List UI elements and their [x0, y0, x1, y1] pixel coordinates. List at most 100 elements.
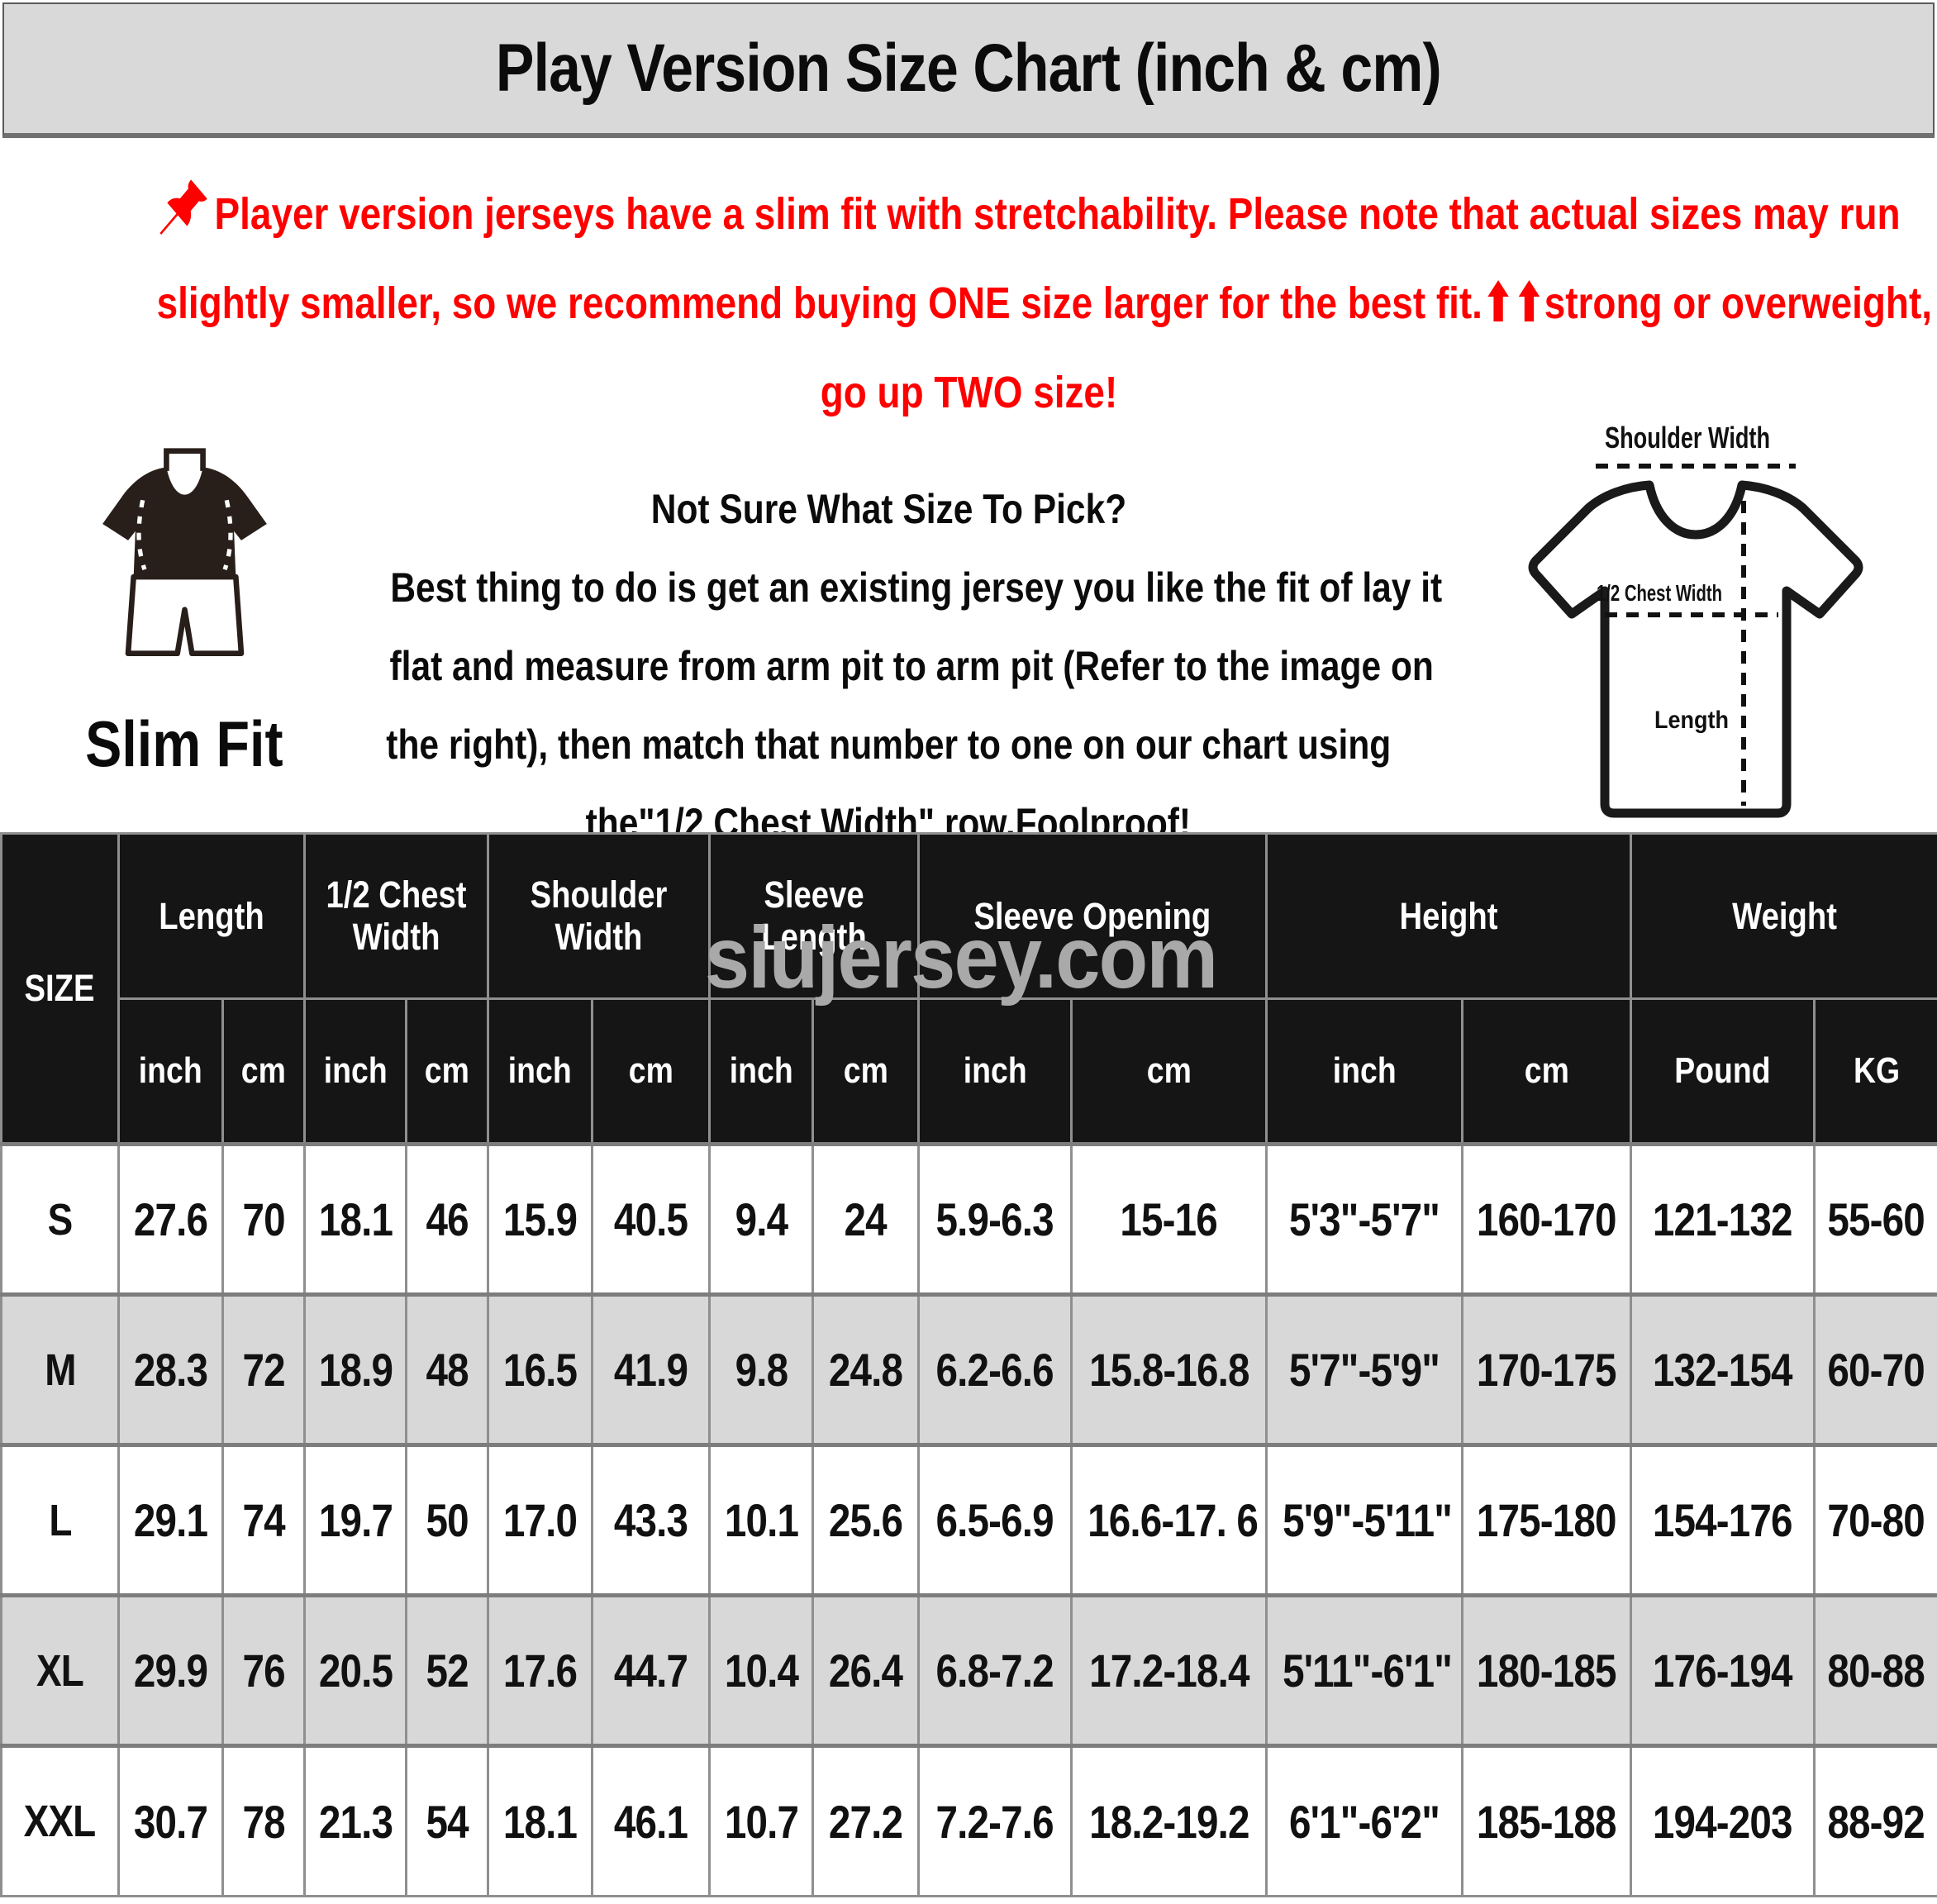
value-cell: 74: [223, 1445, 305, 1596]
value-cell: 121-132: [1631, 1145, 1815, 1295]
value-cell: 18.2-19.2: [1072, 1746, 1267, 1897]
value-cell: 154-176: [1631, 1445, 1815, 1596]
value-cell: 18.1: [488, 1746, 593, 1897]
value-cell: 6.8-7.2: [919, 1596, 1072, 1746]
unit-label: inch: [488, 999, 593, 1145]
value-cell: 60-70: [1815, 1295, 1937, 1445]
value-cell: 55-60: [1815, 1145, 1937, 1295]
size-chart-table: SIZE Length 1/2 Chest Width Shoulder Wid…: [0, 832, 1937, 1897]
value-cell: 9.8: [710, 1295, 813, 1445]
value-cell: 160-170: [1463, 1145, 1631, 1295]
size-cell: XL: [2, 1596, 119, 1746]
value-cell: 194-203: [1631, 1746, 1815, 1897]
value-cell: 7.2-7.6: [919, 1746, 1072, 1897]
value-cell: 30.7: [119, 1746, 223, 1897]
value-cell: 76: [223, 1596, 305, 1746]
size-cell: XXL: [2, 1746, 119, 1897]
unit-label: cm: [1072, 999, 1267, 1145]
value-cell: 6.5-6.9: [919, 1445, 1072, 1596]
notice-line-1-text: Player version jerseys have a slim fit w…: [215, 189, 1901, 239]
guide-line-2: Best thing to do is get an existing jers…: [297, 549, 1479, 627]
value-cell: 27.6: [119, 1145, 223, 1295]
diagram-length-label: Length: [1654, 707, 1729, 734]
value-cell: 17.6: [488, 1596, 593, 1746]
value-cell: 78: [223, 1746, 305, 1897]
notice-line-2-text-a: slightly smaller, so we recommend buying…: [157, 278, 1482, 328]
unit-label: inch: [1267, 999, 1463, 1145]
value-cell: 19.7: [305, 1445, 407, 1596]
value-cell: 185-188: [1463, 1746, 1631, 1897]
table-row: XL 29.9 76 20.5 52 17.6 44.7 10.4 26.4 6…: [2, 1596, 1937, 1746]
value-cell: 21.3: [305, 1746, 407, 1897]
value-cell: 28.3: [119, 1295, 223, 1445]
table-row: L 29.1 74 19.7 50 17.0 43.3 10.1 25.6 6.…: [2, 1445, 1937, 1596]
value-cell: 17.0: [488, 1445, 593, 1596]
table-row: M 28.3 72 18.9 48 16.5 41.9 9.8 24.8 6.2…: [2, 1295, 1937, 1445]
value-cell: 15.8-16.8: [1072, 1295, 1267, 1445]
value-cell: 70: [223, 1145, 305, 1295]
value-cell: 17.2-18.4: [1072, 1596, 1267, 1746]
notice-text: Player version jerseys have a slim fit w…: [0, 138, 1937, 437]
value-cell: 5'7"-5'9": [1267, 1295, 1463, 1445]
value-cell: 9.4: [710, 1145, 813, 1295]
guide-line-1: Not Sure What Size To Pick?: [297, 470, 1479, 549]
value-cell: 132-154: [1631, 1295, 1815, 1445]
value-cell: 5.9-6.3: [919, 1145, 1072, 1295]
tshirt-measure-diagram: Shoulder Width 1/2 Chest Width Length: [1479, 414, 1932, 831]
value-cell: 26.4: [813, 1596, 919, 1746]
value-cell: 5'9"-5'11": [1267, 1445, 1463, 1596]
value-cell: 175-180: [1463, 1445, 1631, 1596]
value-cell: 6.2-6.6: [919, 1295, 1072, 1445]
col-group-sleeve-opening: Sleeve Opening: [919, 834, 1267, 999]
table-header-units: inch cm inch cm inch cm inch cm inch cm …: [2, 999, 1937, 1145]
title-bar: Play Version Size Chart (inch & cm): [2, 2, 1935, 138]
value-cell: 25.6: [813, 1445, 919, 1596]
value-cell: 24: [813, 1145, 919, 1295]
value-cell: 170-175: [1463, 1295, 1631, 1445]
value-cell: 5'3"-5'7": [1267, 1145, 1463, 1295]
unit-label: cm: [813, 999, 919, 1145]
unit-label: cm: [223, 999, 305, 1145]
pushpin-icon: [154, 174, 212, 242]
value-cell: 80-88: [1815, 1596, 1937, 1746]
size-cell: S: [2, 1145, 119, 1295]
unit-label: inch: [919, 999, 1072, 1145]
up-arrow-icon: [1518, 278, 1540, 323]
unit-label: inch: [305, 999, 407, 1145]
diagram-shoulder-width-label: Shoulder Width: [1605, 421, 1770, 455]
size-header: SIZE: [2, 834, 119, 1145]
size-chart-table-wrap: siujersey.com SIZE Length 1/2 Chest Widt…: [0, 832, 1937, 1897]
page-title: Play Version Size Chart (inch & cm): [496, 30, 1441, 107]
value-cell: 10.1: [710, 1445, 813, 1596]
unit-label: cm: [1463, 999, 1631, 1145]
unit-label: KG: [1815, 999, 1937, 1145]
slim-fit-label: Slim Fit: [56, 707, 312, 782]
size-cell: L: [2, 1445, 119, 1596]
value-cell: 48: [407, 1295, 488, 1445]
col-group-half-chest-width: 1/2 Chest Width: [305, 834, 488, 999]
value-cell: 46.1: [593, 1746, 710, 1897]
value-cell: 44.7: [593, 1596, 710, 1746]
col-group-shoulder-width: Shoulder Width: [488, 834, 710, 999]
value-cell: 43.3: [593, 1445, 710, 1596]
value-cell: 16.6-17. 6: [1072, 1445, 1267, 1596]
size-cell: M: [2, 1295, 119, 1445]
value-cell: 15-16: [1072, 1145, 1267, 1295]
value-cell: 6'1"-6'2": [1267, 1746, 1463, 1897]
value-cell: 16.5: [488, 1295, 593, 1445]
value-cell: 70-80: [1815, 1445, 1937, 1596]
slim-fit-figure-icon: [75, 445, 294, 664]
value-cell: 52: [407, 1596, 488, 1746]
up-arrow-icon: [1487, 278, 1509, 323]
guide-text: Not Sure What Size To Pick? Best thing t…: [297, 470, 1479, 863]
table-row: XXL 30.7 78 21.3 54 18.1 46.1 10.7 27.2 …: [2, 1746, 1937, 1897]
unit-label: inch: [710, 999, 813, 1145]
guide-line-4: the right), then match that number to on…: [297, 706, 1479, 784]
value-cell: 29.1: [119, 1445, 223, 1596]
value-cell: 15.9: [488, 1145, 593, 1295]
value-cell: 72: [223, 1295, 305, 1445]
unit-label: cm: [593, 999, 710, 1145]
value-cell: 176-194: [1631, 1596, 1815, 1746]
value-cell: 27.2: [813, 1746, 919, 1897]
value-cell: 5'11"-6'1": [1267, 1596, 1463, 1746]
